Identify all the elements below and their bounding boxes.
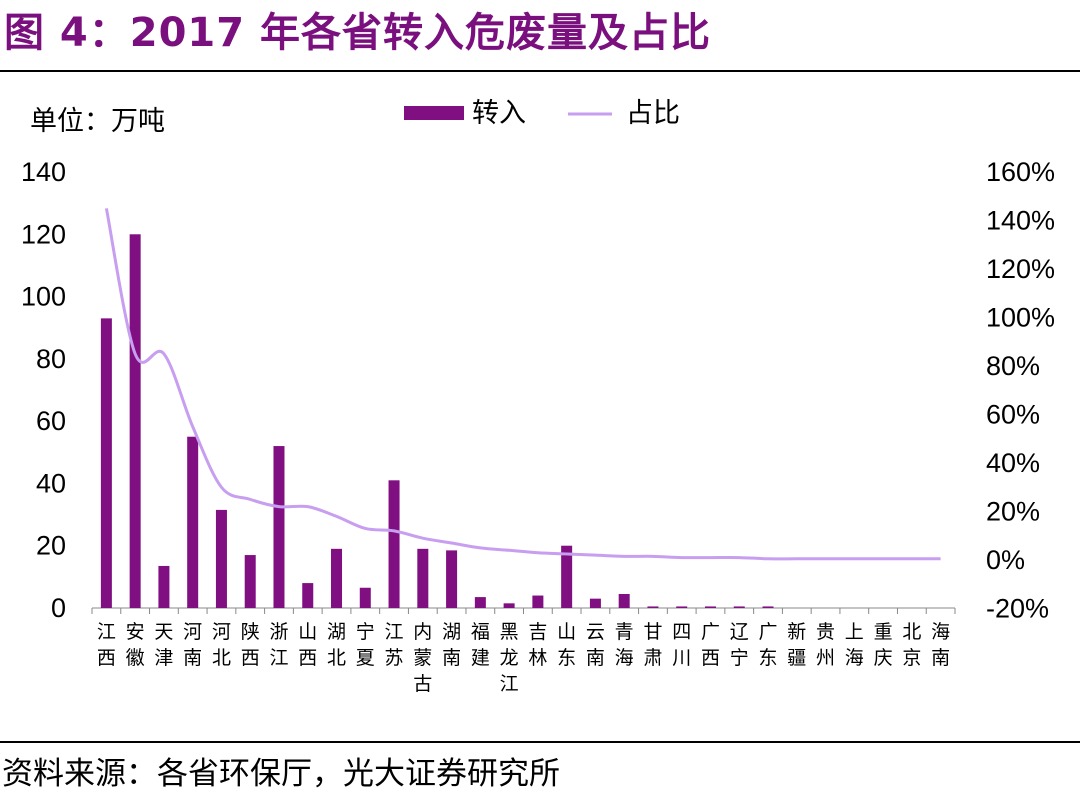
bar [474,597,486,608]
legend-bar-label: 转入 [472,98,526,129]
x-tick-label: 北京 [902,621,921,669]
x-tick-label: 安徽 [126,621,145,669]
bar [503,603,515,608]
x-tick-label: 黑龙江 [500,621,519,695]
legend-bar-swatch [404,106,464,120]
bar [215,509,227,608]
x-tick-label: 江苏 [385,621,404,669]
left-tick-label: 100 [21,282,66,312]
right-tick-label: 0% [986,545,1025,575]
x-tick-label: 青海 [615,621,634,669]
x-tick-label: 湖南 [442,621,461,669]
bar [273,446,285,608]
bar [618,593,630,608]
x-tick-label: 上海 [845,621,864,669]
x-tick-label: 云南 [586,621,605,669]
bar [359,587,371,608]
x-tick-label: 广东 [759,621,778,669]
left-tick-label: 140 [21,157,66,187]
bar [417,548,429,608]
bar [244,555,256,608]
x-tick-label: 广西 [701,621,720,669]
x-tick-label: 四川 [672,621,691,669]
x-tick-label: 宁夏 [356,621,375,669]
right-tick-label: 60% [986,400,1040,430]
x-tick-label: 湖北 [327,621,346,669]
x-tick-label: 新疆 [787,621,806,669]
bar [158,565,170,608]
right-tick-label: 20% [986,497,1040,527]
x-tick-label: 河南 [183,621,202,669]
bar [187,436,199,608]
right-tick-label: 120% [986,254,1055,284]
left-tick-label: 20 [36,531,66,561]
figure-title: 图 4：2017 年各省转入危废量及占比 [4,10,712,56]
bar [302,583,314,608]
bottom-rule [0,741,1080,743]
source-note: 资料来源：各省环保厅，光大证券研究所 [2,756,560,792]
x-tick-label: 山西 [298,621,317,669]
right-tick-label: 100% [986,303,1055,333]
chart: 单位：万吨 转入 占比 0 20 40 60 80 100 120 140 -20% 0% 20% 40% 6… [21,98,1055,695]
bar [733,606,745,608]
x-tick-label: 海南 [931,621,950,669]
bar [561,545,573,608]
left-tick-label: 60 [36,406,66,436]
left-tick-label: 80 [36,344,66,374]
x-tick-label: 内蒙古 [413,621,432,695]
x-tick-label: 陕西 [241,621,260,669]
left-tick-label: 0 [51,593,66,623]
bar [589,598,601,608]
x-tick-label: 甘肃 [643,621,662,669]
x-tick-label: 河北 [212,621,231,669]
bar [446,550,458,608]
bar [647,606,659,608]
left-tick-label: 40 [36,468,66,498]
right-tick-label: 160% [986,157,1055,187]
x-tick-label: 天津 [154,621,173,669]
right-tick-label: 80% [986,351,1040,381]
bar [762,606,774,608]
bar [676,606,688,608]
legend-line-label: 占比 [626,98,680,129]
x-tick-label: 贵州 [816,621,835,669]
left-tick-label: 120 [21,219,66,249]
x-tick-label: 吉林 [528,621,547,669]
bar [704,606,716,608]
x-tick-label: 山东 [557,621,576,669]
x-tick-label: 江西 [97,621,116,669]
x-tick-label: 重庆 [874,621,893,669]
top-rule [0,70,1080,72]
right-tick-label: 140% [986,206,1055,236]
share-line [104,208,941,561]
unit-label: 单位：万吨 [30,106,165,137]
bar [331,548,343,608]
bar [388,480,400,608]
right-tick-label: -20% [986,594,1049,624]
bar [129,234,141,609]
bar [532,595,544,608]
x-tick-label: 福建 [471,621,490,669]
x-tick-label: 浙江 [269,621,288,669]
x-tick-label: 辽宁 [730,621,749,669]
bar [100,318,112,608]
right-tick-label: 40% [986,448,1040,478]
